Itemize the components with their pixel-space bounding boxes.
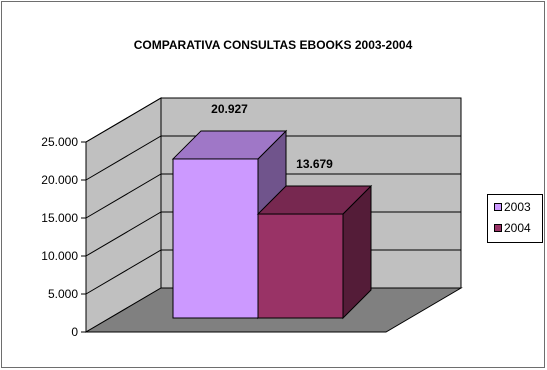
y-tick-label: 15.000: [41, 211, 78, 225]
legend-swatch-2004: [494, 224, 502, 232]
legend-label-2003: 2003: [504, 200, 531, 214]
gridline: [85, 135, 461, 181]
bar-front-2003: [172, 158, 259, 319]
bar-front-2004: [257, 213, 344, 319]
gridline: [85, 97, 461, 143]
bar-2004: [256, 184, 373, 320]
y-tick-label: 0: [71, 325, 78, 339]
data-label-2004: 13.679: [296, 157, 333, 171]
y-tick-label: 10.000: [41, 249, 78, 263]
y-tick-label: 5.000: [48, 287, 78, 301]
data-label-2003: 20.927: [211, 102, 248, 116]
gridline: [85, 173, 461, 219]
chart-title: COMPARATIVA CONSULTAS EBOOKS 2003-2004: [134, 38, 413, 52]
y-tick-label: 20.000: [41, 173, 78, 187]
chart-legend: 2003 2004: [487, 194, 543, 243]
legend-swatch-2003: [494, 203, 502, 211]
y-tick-label: 25.000: [41, 135, 78, 149]
legend-label-2004: 2004: [504, 221, 531, 235]
